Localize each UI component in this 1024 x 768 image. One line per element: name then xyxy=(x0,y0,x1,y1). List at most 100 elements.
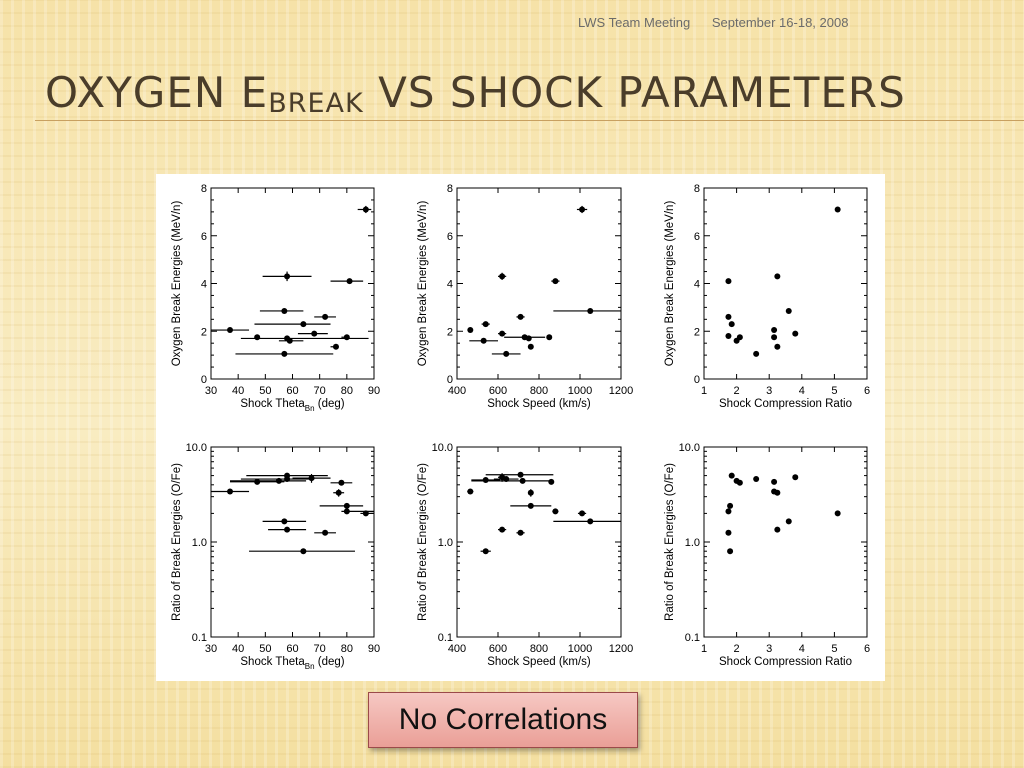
data-point xyxy=(343,334,350,341)
y-tick-label: 6 xyxy=(447,231,453,243)
data-point xyxy=(227,488,234,495)
data-point xyxy=(254,334,261,341)
data-point xyxy=(281,307,288,314)
data-point xyxy=(587,307,594,314)
x-tick-label: 3 xyxy=(766,643,772,655)
data-point xyxy=(499,330,506,337)
data-point xyxy=(343,502,350,509)
data-point xyxy=(785,518,792,525)
data-point xyxy=(482,321,489,328)
data-point xyxy=(771,327,778,334)
data-point xyxy=(771,334,778,341)
x-tick-label: 50 xyxy=(259,385,271,397)
meeting-name: LWS Team Meeting xyxy=(578,15,691,30)
y-axis-label: Oxygen Break Energies (MeV/n) xyxy=(171,201,183,367)
x-tick-label: 1000 xyxy=(568,385,592,397)
x-tick-label: 4 xyxy=(799,385,805,397)
x-tick-label: 600 xyxy=(489,385,507,397)
x-tick-label: 1200 xyxy=(609,385,633,397)
data-point xyxy=(579,510,586,517)
data-point xyxy=(527,502,534,509)
data-point xyxy=(467,488,474,495)
y-tick-label: 0 xyxy=(447,374,453,386)
y-tick-label: 2 xyxy=(201,326,207,338)
x-tick-label: 30 xyxy=(205,643,217,655)
x-tick-label: 90 xyxy=(368,385,380,397)
data-point xyxy=(227,327,234,334)
y-tick-label: 6 xyxy=(694,231,700,243)
data-point xyxy=(579,206,586,213)
y-tick-label: 4 xyxy=(447,279,453,291)
title-suffix: vs Shock Parameters xyxy=(363,68,906,117)
data-point xyxy=(552,508,559,515)
x-tick-label: 1200 xyxy=(609,643,633,655)
data-point xyxy=(834,206,841,213)
x-axis-label: Shock Compression Ratio xyxy=(719,656,852,668)
x-tick-label: 6 xyxy=(864,643,870,655)
plot-6: 1 2 3 4 5 6 0.1 1.0 10.0 Shock Compression Ratio R… xyxy=(664,442,870,668)
meeting-date: September 16-18, 2008 xyxy=(711,15,849,30)
data-point xyxy=(308,475,315,482)
data-point xyxy=(254,478,261,485)
title-subscript: break xyxy=(268,87,364,119)
x-tick-label: 70 xyxy=(314,643,326,655)
y-tick-label: 10.0 xyxy=(432,442,453,454)
data-point xyxy=(311,330,318,337)
x-tick-label: 40 xyxy=(232,643,244,655)
data-point xyxy=(281,350,288,357)
x-axis-label-subscript: Bn xyxy=(305,662,315,671)
data-point xyxy=(335,489,342,496)
data-point xyxy=(733,337,740,344)
data-point xyxy=(499,273,506,280)
data-point xyxy=(725,313,732,320)
y-axis-label: Ratio of Break Energies (O/Fe) xyxy=(664,463,676,621)
x-tick-label: 5 xyxy=(831,385,837,397)
y-axis-label: Oxygen Break Energies (MeV/n) xyxy=(664,201,676,367)
y-tick-label: 0.1 xyxy=(438,632,453,644)
y-tick-label: 0.1 xyxy=(685,632,700,644)
plot-4: 30 40 50 60 70 80 90 0.1 1.0 10.0 Shock ThetaBn (d… xyxy=(171,442,380,671)
data-point xyxy=(727,548,734,555)
data-point xyxy=(332,343,339,350)
x-tick-label: 400 xyxy=(448,643,466,655)
data-point xyxy=(725,529,732,536)
x-tick-label: 4 xyxy=(799,643,805,655)
x-axis-label: Shock Speed (km/s) xyxy=(487,656,591,668)
data-point xyxy=(753,350,760,357)
plot-frame xyxy=(456,446,622,638)
x-tick-label: 800 xyxy=(530,385,548,397)
data-point xyxy=(346,278,353,285)
data-point xyxy=(725,333,732,340)
data-point xyxy=(546,334,553,341)
plot-3: 1 2 3 4 5 6 0 2 4 6 8 Shock Compression Ratio Oxygen… xyxy=(664,183,870,410)
x-tick-label: 70 xyxy=(314,385,326,397)
data-point xyxy=(792,474,799,481)
data-point xyxy=(517,313,524,320)
scatter-plot-grid: 30 40 50 60 70 80 90 0 2 4 6 8 Shock ThetaBn (deg) Ox… xyxy=(156,174,885,681)
data-point xyxy=(467,327,474,334)
x-axis-label: Shock Compression Ratio xyxy=(719,398,852,410)
y-tick-label: 8 xyxy=(201,183,207,195)
data-point xyxy=(548,478,555,485)
data-point xyxy=(519,477,526,484)
data-point xyxy=(480,337,487,344)
data-point xyxy=(753,476,760,483)
data-point xyxy=(774,343,781,350)
x-axis-label-subscript: Bn xyxy=(305,404,315,413)
data-point xyxy=(499,526,506,533)
x-axis-label-unit: (deg) xyxy=(315,398,345,410)
x-tick-label: 2 xyxy=(734,643,740,655)
y-tick-label: 0.1 xyxy=(192,632,207,644)
data-point xyxy=(725,278,732,285)
data-point xyxy=(552,278,559,285)
data-point xyxy=(322,529,329,536)
data-point xyxy=(482,476,489,483)
x-axis-label: Shock Speed (km/s) xyxy=(487,398,591,410)
data-point xyxy=(525,335,532,342)
data-point xyxy=(727,502,734,509)
no-correlations-button[interactable]: No Correlations xyxy=(368,692,638,748)
data-point xyxy=(785,307,792,314)
data-point xyxy=(275,477,282,484)
x-tick-label: 1000 xyxy=(568,643,592,655)
data-point xyxy=(517,471,524,478)
